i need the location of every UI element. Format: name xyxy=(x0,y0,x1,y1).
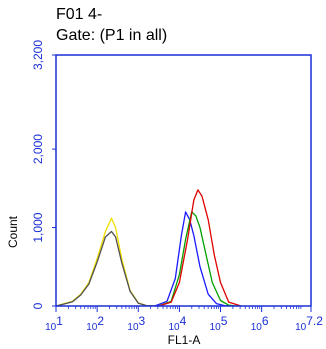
x-tick-label: 102 xyxy=(86,314,104,333)
histogram-series-1 xyxy=(55,217,159,307)
x-axis-ticks: 101 102 103 104 105 106 107.2 xyxy=(45,306,323,333)
histogram-series-3 xyxy=(154,211,233,307)
y-tick-label: 0 xyxy=(31,302,45,309)
chart-title-line-1: F01 4- xyxy=(56,6,102,23)
x-tick-label: 106 xyxy=(251,314,269,333)
x-tick-label: 103 xyxy=(127,314,145,333)
histogram-series-5 xyxy=(158,189,242,307)
x-tick-label: 107.2 xyxy=(295,314,323,333)
histogram-series-2 xyxy=(55,230,159,307)
y-tick-label: 2,000 xyxy=(31,134,45,164)
x-tick-label: 104 xyxy=(168,314,186,333)
x-axis-label: FL1-A xyxy=(168,333,201,347)
plot-frame xyxy=(55,54,312,307)
x-tick-label: 101 xyxy=(45,314,63,333)
y-axis-ticks: 0 1,000 2,000 3,200 xyxy=(31,40,56,309)
y-tick-label: 3,200 xyxy=(31,40,45,70)
histogram-series-4 xyxy=(158,211,238,307)
chart-title-line-2: Gate: (P1 in all) xyxy=(56,27,167,44)
y-tick-label: 1,000 xyxy=(31,212,45,242)
x-tick-label: 105 xyxy=(210,314,228,333)
y-axis-label: Count xyxy=(6,215,20,248)
histogram-series-group xyxy=(55,189,242,307)
